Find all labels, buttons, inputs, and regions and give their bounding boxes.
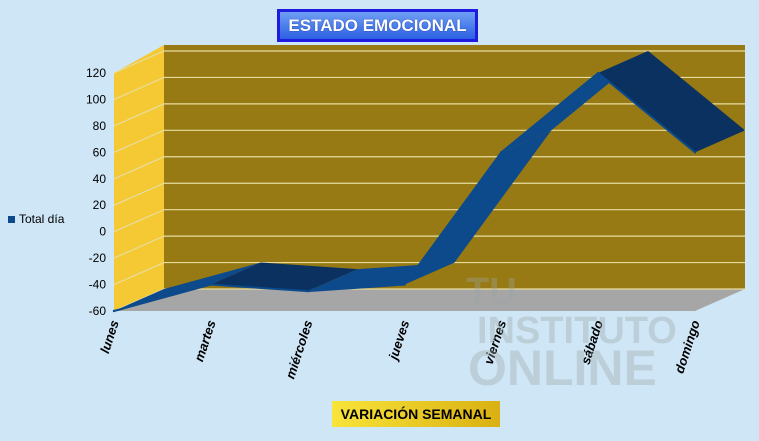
floor — [114, 289, 745, 311]
gridline — [113, 156, 745, 180]
y-axis: -60 -40 -20 0 20 40 60 80 100 120 — [86, 66, 106, 318]
gridline — [113, 76, 745, 100]
data-point — [500, 151, 503, 154]
data-point — [693, 151, 697, 154]
gridline — [113, 235, 745, 259]
data-point — [306, 289, 309, 293]
data-point — [403, 283, 406, 286]
series-segment — [210, 262, 358, 292]
watermark: TU INSTITUTO ONLINE — [466, 271, 677, 396]
back-wall — [164, 45, 745, 289]
x-tick-label: martes — [191, 318, 218, 363]
svg-text:INSTITUTO: INSTITUTO — [477, 310, 677, 352]
y-tick-label: -60 — [89, 304, 107, 318]
chart-title: ESTADO EMOCIONAL — [277, 9, 478, 42]
series-segment — [404, 130, 552, 285]
y-tick-label: 100 — [86, 92, 106, 106]
data-point — [112, 309, 116, 313]
svg-text:ONLINE: ONLINE — [468, 340, 657, 396]
x-axis-title: VARIACIÓN SEMANAL — [332, 401, 500, 427]
legend: Total día — [8, 212, 64, 226]
series-segment — [598, 51, 745, 153]
y-tick-label: 20 — [93, 198, 107, 212]
side-wall — [114, 45, 164, 311]
y-tick-label: 120 — [86, 66, 106, 80]
gridline — [113, 261, 745, 286]
y-tick-label: 80 — [93, 119, 107, 133]
y-tick-label: -20 — [89, 251, 107, 265]
y-tick-label: -40 — [89, 278, 107, 292]
x-tick-label: lunes — [97, 318, 122, 355]
data-point — [209, 283, 213, 286]
gridline — [113, 50, 745, 74]
gridline — [113, 209, 745, 233]
x-tick-label: jueves — [385, 318, 412, 363]
gridline — [113, 182, 745, 206]
gridline — [113, 103, 745, 127]
x-tick-label: miércoles — [282, 318, 315, 380]
y-tick-label: 0 — [99, 225, 106, 239]
legend-label: Total día — [19, 212, 65, 226]
y-tick-label: 40 — [93, 172, 107, 186]
legend-swatch — [8, 215, 15, 223]
series-segment — [114, 262, 261, 311]
series-area — [112, 51, 745, 313]
y-tick-label: 60 — [93, 145, 107, 159]
svg-text:TU: TU — [466, 271, 517, 313]
data-point — [596, 71, 600, 75]
